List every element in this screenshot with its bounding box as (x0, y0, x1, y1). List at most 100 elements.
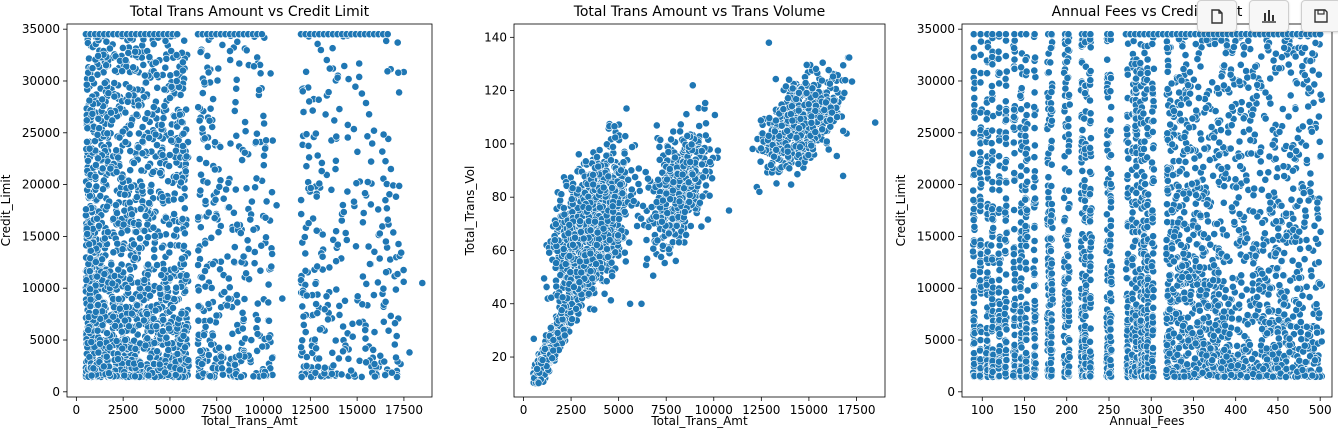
scatter-point (94, 292, 103, 301)
scatter-point (669, 178, 678, 187)
scatter-point (242, 46, 251, 55)
scatter-point (683, 131, 692, 140)
scatter-point (253, 299, 262, 308)
scatter-point (226, 47, 234, 55)
scatter-point (172, 283, 181, 292)
scatter-point (383, 215, 392, 224)
scatter-point (390, 340, 399, 349)
scatter-point (328, 348, 337, 357)
scatter-point (223, 301, 232, 310)
scatter-point (348, 332, 357, 341)
scatter-point (313, 309, 322, 317)
scatter-point (251, 138, 260, 146)
scatter-point (247, 336, 256, 344)
scatter-point (178, 58, 187, 67)
scatter-point (682, 110, 691, 119)
scatter-point (258, 342, 267, 351)
scatter-point (625, 238, 634, 247)
scatter-point (619, 158, 628, 167)
scatter-point (395, 181, 404, 190)
scatter-point (685, 197, 694, 206)
scatter-point (652, 121, 661, 130)
scatter-point (207, 283, 216, 292)
scatter-point (207, 340, 216, 349)
scatter-point (161, 368, 169, 377)
scatter-point (198, 89, 207, 97)
scatter-point (96, 339, 104, 348)
scatter-point (157, 120, 166, 129)
scatter-point (591, 217, 599, 226)
scatter-point (637, 214, 645, 223)
scatter-point (153, 83, 162, 92)
scatter-point (344, 354, 353, 363)
scatter-point (225, 366, 234, 375)
scatter-point (316, 46, 325, 54)
scatter-point (394, 240, 403, 248)
scatter-point (339, 347, 347, 356)
scatter-point (137, 166, 146, 175)
scatter-point (686, 158, 695, 166)
scatter-point (675, 238, 683, 247)
scatter-point (335, 301, 344, 310)
scatter-point (165, 324, 173, 333)
scatter-point (382, 180, 391, 188)
scatter-point (259, 112, 268, 120)
scatter-point (140, 276, 149, 284)
scatter-point (331, 165, 340, 173)
scatter-point (93, 130, 102, 139)
scatter-point (311, 279, 320, 288)
scatter-point (140, 71, 149, 80)
scatter-point (629, 197, 638, 205)
scatter-point (362, 99, 370, 107)
scatter-point (607, 156, 615, 165)
scatter-point (264, 280, 273, 289)
scatter-point (302, 361, 311, 370)
scatter-point (139, 316, 148, 325)
scatter-point (366, 200, 375, 209)
scatter-point (697, 147, 706, 155)
scatter-point (92, 161, 100, 169)
scatter-point (155, 284, 164, 292)
scatter-point (98, 95, 107, 104)
scatter-point (565, 220, 574, 229)
scatter-point (540, 274, 548, 283)
scatter-point (705, 191, 714, 200)
scatter-point (94, 154, 102, 163)
scatter-point (233, 220, 242, 229)
scatter-point (256, 69, 265, 78)
scatter-point (343, 121, 352, 129)
scatter-point (178, 214, 187, 223)
x-axis-label: Total_Trans_Amt (200, 414, 298, 428)
scatter-point (82, 80, 91, 89)
scatter-point (669, 127, 678, 136)
scatter-point (698, 192, 707, 201)
scatter-point (204, 68, 213, 77)
scatter-point (86, 285, 95, 294)
scatter-point (100, 234, 109, 243)
scatter-point (165, 248, 174, 257)
scatter-point (702, 119, 710, 128)
scatter-point (153, 261, 161, 269)
scatter-point (98, 307, 107, 316)
scatter-point (351, 82, 360, 91)
scatter-point (197, 170, 205, 179)
scatter-point (355, 356, 364, 365)
scatter-point (166, 129, 175, 137)
scatter-point (126, 166, 135, 175)
scatter-point (302, 162, 311, 171)
scatter-point (644, 222, 653, 231)
scatter-point (226, 139, 235, 148)
scatter-point (232, 75, 241, 84)
scatter-point (85, 144, 94, 153)
scatter-point (201, 239, 209, 248)
scatter-point (94, 300, 102, 309)
scatter-point (588, 274, 597, 283)
scatter-point (616, 180, 625, 189)
scatter-point (299, 320, 308, 329)
scatter-point (297, 343, 305, 352)
scatter-point (590, 305, 599, 314)
scatter-point (206, 316, 214, 325)
scatter-point (178, 254, 186, 263)
scatter-point (126, 147, 135, 155)
